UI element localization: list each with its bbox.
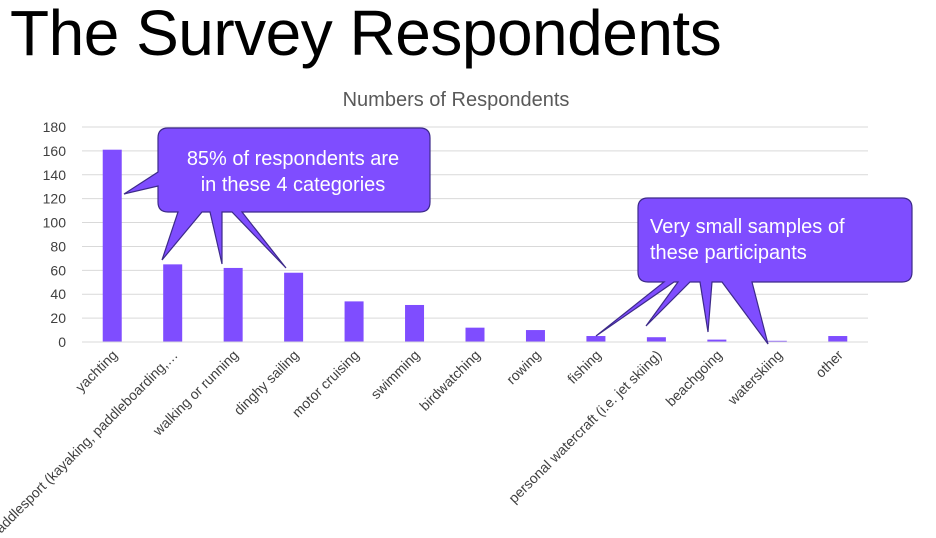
- bars: [102, 149, 848, 342]
- callout-85-percent-shape: [123, 127, 431, 269]
- y-tick-label: 100: [43, 215, 67, 231]
- bar: [284, 272, 304, 342]
- bar: [405, 304, 425, 342]
- bar: [707, 339, 727, 342]
- chart-title: Numbers of Respondents: [343, 89, 570, 111]
- bar: [102, 149, 122, 342]
- x-tick-label: waterskiing: [724, 347, 786, 409]
- bar: [344, 301, 364, 342]
- bar: [465, 327, 485, 342]
- callout-85-percent-text: 85% of respondents are in these 4 catego…: [160, 146, 426, 198]
- callout-line: Very small samples of: [650, 216, 845, 238]
- bar: [828, 336, 848, 342]
- y-tick-label: 120: [43, 191, 67, 207]
- x-tick-label: fishing: [564, 347, 604, 387]
- callout-line: in these 4 categories: [200, 174, 386, 196]
- bar: [646, 337, 666, 342]
- callout-line: 85% of respondents are: [186, 148, 400, 170]
- y-tick-label: 0: [58, 334, 66, 350]
- y-tick-label: 60: [50, 262, 66, 278]
- x-tick-label: swimming: [367, 347, 422, 402]
- x-tick-label: beachgoing: [662, 347, 725, 410]
- bar: [767, 340, 787, 342]
- x-tick-label: birdwatching: [416, 347, 483, 414]
- x-tick-label: yachting: [72, 347, 120, 395]
- bar: [223, 267, 243, 342]
- bar: [525, 330, 545, 342]
- callout-small-samples-text: Very small samples of these participants: [650, 214, 908, 266]
- callout-85-percent: [123, 127, 431, 269]
- x-tick-label: rowing: [503, 347, 543, 387]
- y-tick-label: 40: [50, 286, 66, 302]
- x-tick-label: other: [812, 347, 846, 381]
- slide-title: The Survey Respondents: [10, 0, 722, 69]
- y-tick-label: 140: [43, 167, 67, 183]
- y-axis: 0 20 40 60 80 100 120 140 160 180: [43, 119, 67, 350]
- bar: [586, 336, 606, 342]
- callout-small-samples: [595, 197, 913, 345]
- y-tick-label: 80: [50, 238, 66, 254]
- callout-small-samples-shape: [595, 197, 913, 345]
- y-tick-label: 180: [43, 119, 67, 135]
- y-tick-label: 160: [43, 143, 67, 159]
- callout-line: these participants: [650, 242, 807, 264]
- bar: [163, 264, 183, 342]
- y-tick-label: 20: [50, 310, 66, 326]
